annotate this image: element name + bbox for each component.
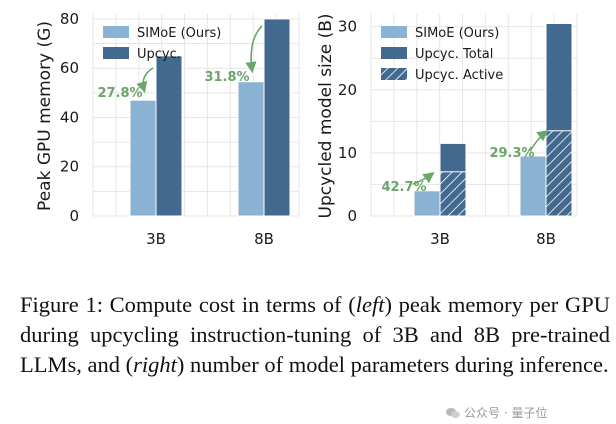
bar-upcyc-active [439, 171, 467, 217]
watermark: 公众号 · 量子位 [446, 404, 547, 421]
y-tick-labels: 0 10 20 30 [338, 18, 357, 225]
reduction-arrow [412, 172, 435, 185]
legend-label: Upcyc. Active [415, 68, 503, 83]
y-axis-label: Upcycled model size (B) [316, 14, 336, 219]
caption-prefix: Figure 1: Compute cost in terms of ( [20, 292, 356, 317]
bar-simoe [413, 190, 441, 217]
y-tick-label: 40 [60, 108, 79, 126]
y-tick-label: 20 [60, 158, 79, 176]
annotations: 27.8% 31.8% [97, 25, 263, 101]
figure: 0 20 40 60 80 3B 8B Peak GPU memory (G) SIMoE… [35, 10, 578, 248]
legend-swatch [381, 26, 407, 38]
legend-label: Upcyc. Total [415, 47, 493, 62]
x-tick-labels: 3B 8B [146, 230, 274, 248]
right-size-chart: 0 10 20 30 3B 8B Upcycled model size (B) SIM… [316, 14, 578, 248]
reduction-label: 42.7% [381, 180, 426, 195]
x-tick-label: 3B [146, 230, 166, 248]
watermark-text: 公众号 · 量子位 [464, 406, 548, 420]
reduction-arrow [529, 130, 549, 152]
legend-swatch [381, 68, 407, 80]
reduction-arrow [245, 25, 263, 74]
x-tick-label: 8B [536, 230, 556, 248]
legend-swatch [103, 47, 129, 59]
reduction-label: 31.8% [204, 70, 249, 85]
caption-right-word: right [133, 352, 177, 377]
bar-upcyc [155, 55, 183, 217]
y-tick-label: 0 [347, 207, 357, 225]
legend-label: SIMoE (Ours) [137, 26, 221, 41]
reduction-arrow [136, 67, 154, 94]
y-tick-label: 80 [60, 10, 79, 28]
grid-lines [92, 14, 300, 217]
legend: SIMoE (Ours) Upcyc. Total Upcyc. Active [381, 26, 503, 83]
legend-swatch [103, 26, 129, 38]
legend-label: SIMoE (Ours) [415, 26, 499, 41]
annotations: 42.7% 29.3% [381, 130, 549, 195]
figure-caption: Figure 1: Compute cost in terms of (left… [20, 290, 610, 380]
y-tick-label: 0 [69, 207, 79, 225]
reduction-label: 29.3% [489, 146, 534, 161]
bar-simoe [129, 99, 157, 217]
bar-simoe [519, 155, 547, 217]
y-tick-label: 20 [338, 81, 357, 99]
caption-middle: ) peak memory per GPU during upcycling i… [20, 292, 610, 377]
left-memory-chart: 0 20 40 60 80 3B 8B Peak GPU memory (G) SIMoE… [35, 10, 300, 248]
bars [413, 22, 573, 217]
y-tick-label: 30 [338, 18, 357, 36]
bars [129, 18, 291, 217]
bar-simoe [237, 81, 265, 217]
legend-swatch [381, 47, 407, 59]
bar-upcyc-active [545, 130, 573, 217]
y-tick-labels: 0 20 40 60 80 [60, 10, 79, 225]
y-axis-label: Peak GPU memory (G) [35, 21, 55, 211]
reduction-label: 27.8% [97, 86, 142, 101]
wechat-icon [446, 407, 460, 418]
x-tick-labels: 3B 8B [430, 230, 556, 248]
x-tick-label: 8B [254, 230, 274, 248]
caption-left-word: left [355, 292, 385, 317]
x-tick-label: 3B [430, 230, 450, 248]
legend: SIMoE (Ours) Upcyc. [103, 26, 221, 62]
bar-upcyc [263, 18, 291, 217]
y-tick-label: 10 [338, 144, 357, 162]
legend-label: Upcyc. [137, 47, 181, 62]
caption-suffix: ) number of model parameters during infe… [176, 352, 609, 377]
y-tick-label: 60 [60, 59, 79, 77]
